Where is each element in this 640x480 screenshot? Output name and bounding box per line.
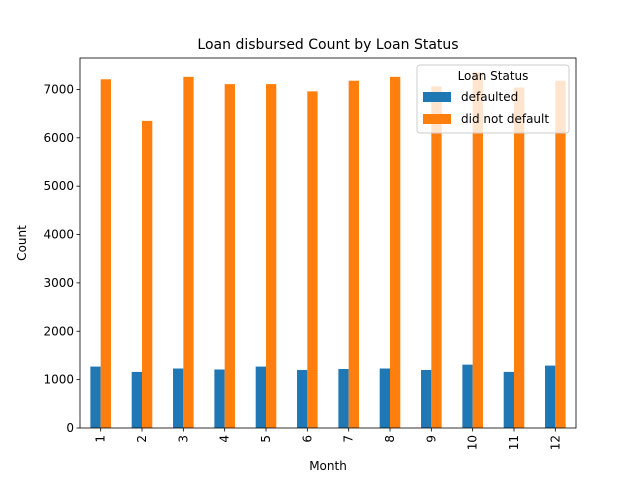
y-tick-label: 3000 [43, 276, 74, 290]
x-tick-label: 1 [94, 435, 108, 443]
bar-defaulted-month-6 [297, 369, 308, 428]
bar-did-not-default-month-7 [348, 80, 359, 428]
bar-defaulted-month-11 [503, 371, 514, 428]
bar-did-not-default-month-12 [555, 80, 566, 428]
legend-title: Loan Status [458, 69, 529, 83]
y-tick-label: 7000 [43, 82, 74, 96]
bar-did-not-default-month-3 [183, 76, 194, 429]
bar-defaulted-month-7 [338, 368, 349, 428]
x-tick-label: 4 [218, 435, 232, 443]
x-tick-label: 8 [383, 435, 397, 443]
bar-defaulted-month-2 [131, 371, 142, 428]
bar-did-not-default-month-10 [472, 72, 483, 428]
y-tick-label: 6000 [43, 131, 74, 145]
x-tick-label: 5 [259, 435, 273, 443]
chart-title: Loan disbursed Count by Loan Status [197, 37, 458, 53]
bar-defaulted-month-12 [545, 365, 556, 428]
legend: Loan Status defaulted did not default [416, 64, 570, 134]
x-axis: 1 2 3 4 5 6 7 8 9 10 11 12 [94, 428, 562, 450]
bar-did-not-default-month-1 [100, 79, 111, 428]
y-tick-label: 0 [66, 421, 74, 435]
y-tick-label: 2000 [43, 324, 74, 338]
legend-label-defaulted: defaulted [461, 90, 518, 104]
legend-swatch-defaulted [423, 92, 451, 102]
bar-defaulted-month-1 [90, 366, 101, 428]
x-tick-label: 10 [466, 435, 480, 450]
bar-defaulted-month-5 [255, 366, 266, 428]
bar-defaulted-month-3 [173, 368, 184, 428]
x-axis-label: Month [309, 459, 347, 473]
legend-box [416, 64, 570, 134]
x-tick-label: 7 [342, 435, 356, 443]
legend-label-did-not-default: did not default [461, 112, 549, 126]
x-tick-label: 12 [548, 435, 562, 450]
x-tick-label: 6 [300, 435, 314, 443]
y-axis: 0 1000 2000 3000 4000 5000 6000 7000 [43, 82, 80, 435]
y-tick-label: 1000 [43, 373, 74, 387]
legend-swatch-did-not-default [423, 114, 451, 124]
y-tick-label: 5000 [43, 179, 74, 193]
y-axis-label: Count [15, 225, 29, 261]
bar-did-not-default-month-9 [431, 86, 442, 428]
x-tick-label: 2 [135, 435, 149, 443]
bar-defaulted-month-9 [421, 369, 432, 428]
bar-did-not-default-month-11 [514, 87, 525, 428]
bar-did-not-default-month-8 [390, 76, 401, 429]
x-tick-label: 3 [176, 435, 190, 443]
bar-defaulted-month-10 [462, 364, 473, 428]
bar-defaulted-month-4 [214, 369, 225, 428]
bar-defaulted-month-8 [379, 368, 390, 428]
x-tick-label: 9 [424, 435, 438, 443]
y-tick-label: 4000 [43, 228, 74, 242]
bar-did-not-default-month-5 [266, 84, 277, 429]
bar-did-not-default-month-4 [224, 84, 235, 429]
x-tick-label: 11 [507, 435, 521, 450]
plot-area-frame [79, 57, 577, 429]
bar-did-not-default-month-6 [307, 91, 318, 429]
bars-group [90, 72, 566, 429]
bar-did-not-default-month-2 [142, 120, 153, 428]
